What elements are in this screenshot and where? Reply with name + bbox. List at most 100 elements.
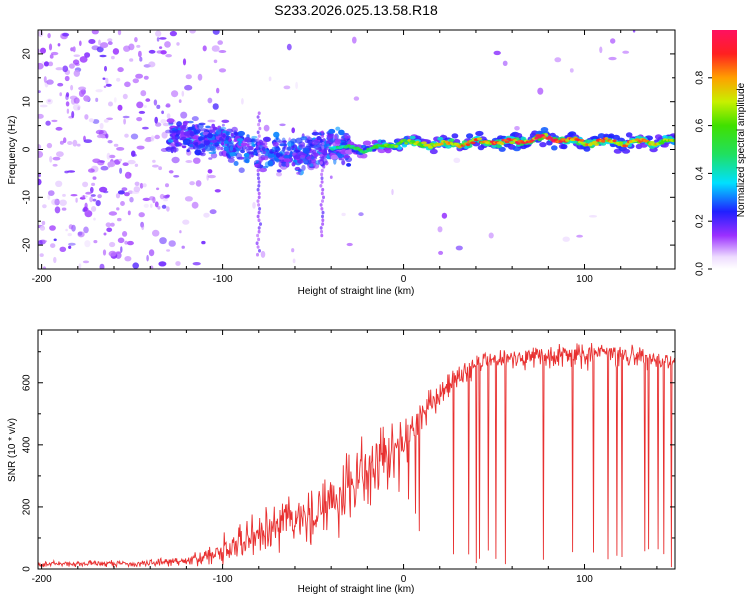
heatmap-cell [328,128,336,134]
heatmap-cell [212,103,219,110]
heatmap-cell [319,153,323,157]
heatmap-cell [295,81,298,89]
heatmap-cell [96,134,106,138]
heatmap-cell [99,122,104,130]
colorbar-tick-label: 0.0 [695,262,706,276]
y-tick-label: 400 [22,436,33,453]
heatmap-cell [466,133,474,139]
heatmap-cell [187,120,194,124]
heatmap-cell [71,111,75,118]
heatmap-cell [205,125,211,129]
heatmap-cell [161,131,168,139]
heatmap-cell [308,159,312,164]
heatmap-cell [291,248,295,253]
heatmap-cell [601,139,606,143]
heatmap-cell [296,171,301,175]
heatmap-cell [57,82,64,87]
heatmap-cell [105,133,109,139]
heatmap-cell [59,92,62,97]
heatmap-cell [99,54,107,58]
heatmap-cell [283,154,292,160]
heatmap-cell [303,147,310,155]
heatmap-cell [187,126,194,131]
heatmap-cell [181,245,185,249]
heatmap-cell [131,150,136,157]
heatmap-cell [612,139,617,143]
heatmap-cell [90,194,96,197]
heatmap-cell [148,49,156,54]
heatmap-cell [68,245,72,249]
heatmap-cell [220,141,225,146]
heatmap-cell [70,84,74,91]
heatmap-cell [124,133,129,138]
heatmap-cell [51,198,60,206]
heatmap-cell [229,145,234,152]
heatmap-cell [130,133,139,140]
heatmap-cell [52,156,61,161]
heatmap-cell [212,30,220,35]
heatmap-cell [143,75,149,80]
heatmap-cell [108,101,113,107]
heatmap-cell [41,220,46,226]
chart-title: S233.2026.025.13.58.R18 [274,2,438,18]
heatmap-cell [256,214,260,219]
y-tick-label: 10 [22,96,33,108]
heatmap-cell [95,200,101,207]
heatmap-cell [279,123,286,127]
heatmap-cell [257,134,261,138]
heatmap-cell [153,99,158,106]
heatmap-cell [231,126,238,133]
heatmap-cell [316,136,322,141]
heatmap-cell [47,99,51,103]
heatmap-cell [256,142,260,146]
heatmap-cell [319,161,323,165]
heatmap-cell [214,189,221,193]
heatmap-cell [124,192,130,197]
heatmap-cell [154,134,160,140]
heatmap-cell [166,113,171,119]
heatmap-cell [282,146,286,152]
heatmap-cell [39,253,44,257]
heatmap-cell [92,198,97,202]
heatmap-cell [271,146,276,152]
heatmap-cell [320,229,323,234]
heatmap-cell [171,90,179,98]
heatmap-cell [274,147,282,151]
heatmap-cell [116,207,120,211]
heatmap-cell [43,76,47,83]
heatmap-cell [62,193,66,197]
heatmap-cell [192,145,200,150]
heatmap-cell [54,206,61,214]
heatmap-cell [39,104,48,108]
heatmap-cell [329,175,333,179]
heatmap-cell [111,55,115,60]
heatmap-cell [320,168,324,173]
heatmap-cell [243,155,250,163]
heatmap-cell [588,215,598,218]
heatmap-cell [293,149,300,153]
heatmap-cell [160,119,167,124]
heatmap-cell [289,150,293,158]
heatmap-cell [117,237,125,244]
heatmap-cell [161,204,167,209]
heatmap-cell [244,137,251,143]
heatmap-cell [257,184,261,188]
heatmap-cell [610,38,616,44]
heatmap-cell [122,231,128,237]
heatmap-cell [210,145,217,152]
heatmap-cell [251,135,258,139]
heatmap-cell [92,158,101,164]
heatmap-cell [241,98,244,105]
heatmap-cell [70,194,78,197]
heatmap-cell [298,168,302,172]
heatmap-cell [211,45,220,52]
heatmap-cell [554,57,562,63]
heatmap-cell [171,156,180,164]
heatmap-cell [39,225,46,231]
heatmap-cell [258,157,262,161]
heatmap-cell [194,142,199,147]
heatmap-cell [117,67,124,73]
heatmap-cell [93,217,96,221]
heatmap-cell [89,196,93,203]
heatmap-cell [48,43,53,51]
